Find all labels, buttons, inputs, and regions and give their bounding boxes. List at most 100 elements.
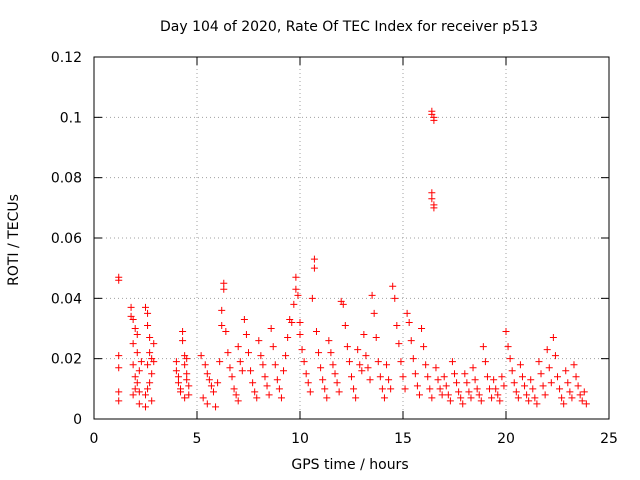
x-tick-label: 15 bbox=[394, 431, 412, 447]
data-point bbox=[142, 391, 149, 399]
data-point bbox=[298, 346, 306, 354]
data-point bbox=[131, 373, 139, 381]
data-point bbox=[144, 385, 152, 393]
data-point bbox=[148, 397, 156, 405]
data-point bbox=[197, 352, 205, 360]
y-tick-label: 0.1 bbox=[60, 110, 82, 126]
data-point bbox=[261, 373, 269, 381]
x-tick-label: 25 bbox=[600, 431, 618, 447]
data-point bbox=[483, 373, 491, 381]
data-point bbox=[492, 385, 500, 393]
data-point bbox=[430, 204, 438, 212]
data-point bbox=[481, 358, 489, 366]
data-point bbox=[438, 391, 446, 399]
data-point bbox=[444, 391, 452, 399]
data-point bbox=[498, 373, 506, 381]
data-point bbox=[183, 370, 191, 378]
y-axis-label: ROTI / TECUs bbox=[6, 194, 22, 286]
data-point bbox=[350, 385, 358, 393]
data-point bbox=[249, 379, 257, 387]
data-point bbox=[129, 361, 137, 369]
data-point bbox=[253, 394, 261, 402]
data-point bbox=[234, 343, 242, 351]
data-point bbox=[146, 349, 154, 357]
data-point bbox=[177, 388, 185, 396]
data-point bbox=[319, 376, 327, 384]
data-point bbox=[232, 391, 240, 399]
data-point bbox=[135, 367, 143, 375]
data-point bbox=[512, 388, 520, 396]
data-point bbox=[144, 309, 152, 317]
data-point bbox=[570, 361, 578, 369]
data-point bbox=[142, 303, 149, 311]
y-tick-label: 0.02 bbox=[51, 352, 82, 368]
y-tick-label: 0.08 bbox=[51, 171, 82, 187]
data-point bbox=[226, 364, 234, 372]
x-tick-label: 0 bbox=[90, 431, 99, 447]
data-point bbox=[578, 397, 586, 405]
data-point bbox=[127, 303, 135, 311]
data-point bbox=[333, 379, 341, 387]
data-point bbox=[535, 358, 543, 366]
data-point bbox=[183, 376, 191, 384]
data-point bbox=[277, 394, 285, 402]
data-point bbox=[137, 358, 145, 366]
data-point bbox=[541, 391, 549, 399]
data-point bbox=[560, 400, 568, 408]
data-point bbox=[292, 273, 300, 281]
data-point bbox=[263, 382, 271, 390]
data-point bbox=[302, 370, 310, 378]
data-point bbox=[148, 370, 156, 378]
data-point bbox=[469, 364, 477, 372]
data-point bbox=[203, 400, 211, 408]
data-point bbox=[516, 361, 524, 369]
data-point bbox=[453, 379, 461, 387]
data-point bbox=[378, 385, 386, 393]
data-point bbox=[461, 370, 469, 378]
grid-layer bbox=[94, 57, 609, 419]
data-point bbox=[430, 116, 438, 124]
data-point bbox=[142, 403, 149, 411]
data-point bbox=[409, 355, 417, 363]
data-point bbox=[222, 328, 230, 336]
data-point bbox=[242, 331, 250, 339]
data-point bbox=[343, 343, 351, 351]
data-point bbox=[448, 358, 456, 366]
data-point bbox=[428, 195, 436, 203]
data-point bbox=[331, 370, 339, 378]
x-tick-label: 20 bbox=[497, 431, 515, 447]
data-point bbox=[543, 346, 551, 354]
data-point bbox=[179, 337, 187, 345]
data-point bbox=[255, 337, 263, 345]
data-point bbox=[358, 367, 366, 375]
data-point bbox=[564, 379, 572, 387]
y-tick-label: 0 bbox=[73, 412, 82, 428]
data-point bbox=[135, 400, 143, 408]
y-tick-label: 0.04 bbox=[51, 291, 82, 307]
data-point bbox=[502, 328, 510, 336]
data-point bbox=[290, 300, 298, 308]
data-point bbox=[183, 355, 191, 363]
data-point bbox=[133, 379, 141, 387]
data-point bbox=[411, 370, 419, 378]
data-point bbox=[523, 391, 531, 399]
data-point bbox=[422, 361, 430, 369]
data-point bbox=[271, 361, 279, 369]
data-point bbox=[259, 361, 267, 369]
data-point bbox=[459, 400, 467, 408]
data-point bbox=[428, 394, 436, 402]
data-point bbox=[364, 364, 372, 372]
y-tick-label: 0.06 bbox=[51, 231, 82, 247]
data-point bbox=[479, 343, 487, 351]
data-point bbox=[539, 382, 547, 390]
data-point bbox=[362, 352, 370, 360]
data-point bbox=[436, 385, 444, 393]
data-point bbox=[228, 373, 236, 381]
data-point bbox=[308, 294, 316, 302]
data-point bbox=[131, 325, 139, 332]
data-point bbox=[185, 382, 193, 390]
data-point bbox=[566, 388, 574, 396]
data-point bbox=[457, 394, 465, 402]
data-point bbox=[144, 321, 152, 329]
data-point bbox=[335, 388, 343, 396]
